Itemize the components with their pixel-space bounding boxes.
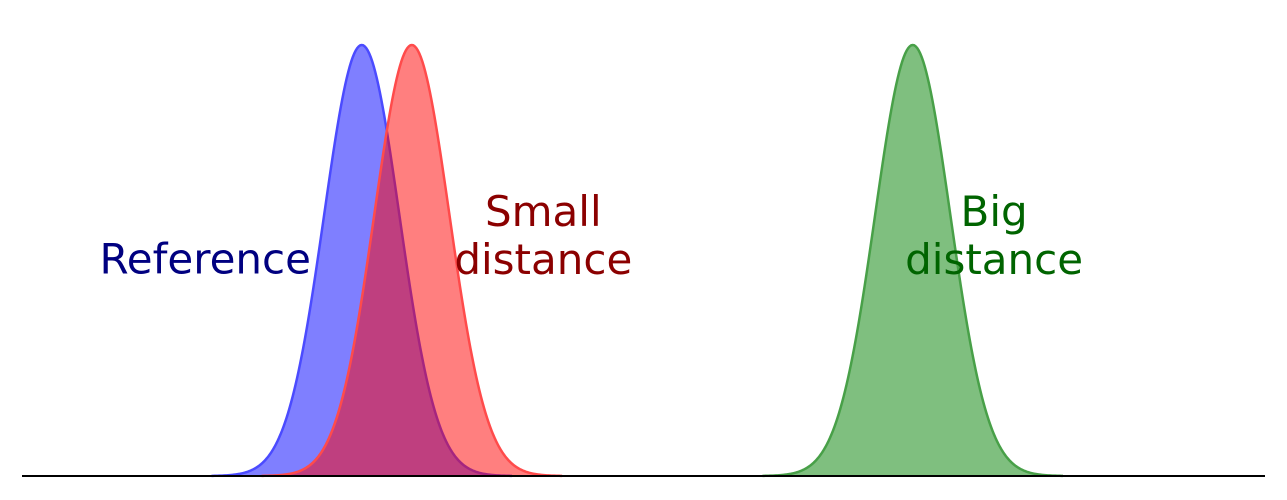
series-area-1 <box>261 45 563 476</box>
areas-layer <box>211 43 1064 478</box>
series-label-line: distance <box>905 235 1083 284</box>
series-label-1: Small distance <box>454 187 632 284</box>
series-label-line: Reference <box>99 234 311 283</box>
series-line-2 <box>762 43 1064 478</box>
series-label-line: distance <box>454 235 632 284</box>
series-label-2: Big distance <box>905 187 1083 284</box>
series-line-1 <box>261 43 563 478</box>
series-label-0: Reference <box>99 234 311 283</box>
series-label-line: Big <box>961 187 1028 236</box>
series-area-2 <box>762 45 1063 476</box>
series-label-line: Small <box>485 187 602 236</box>
series-area-0 <box>211 45 513 476</box>
